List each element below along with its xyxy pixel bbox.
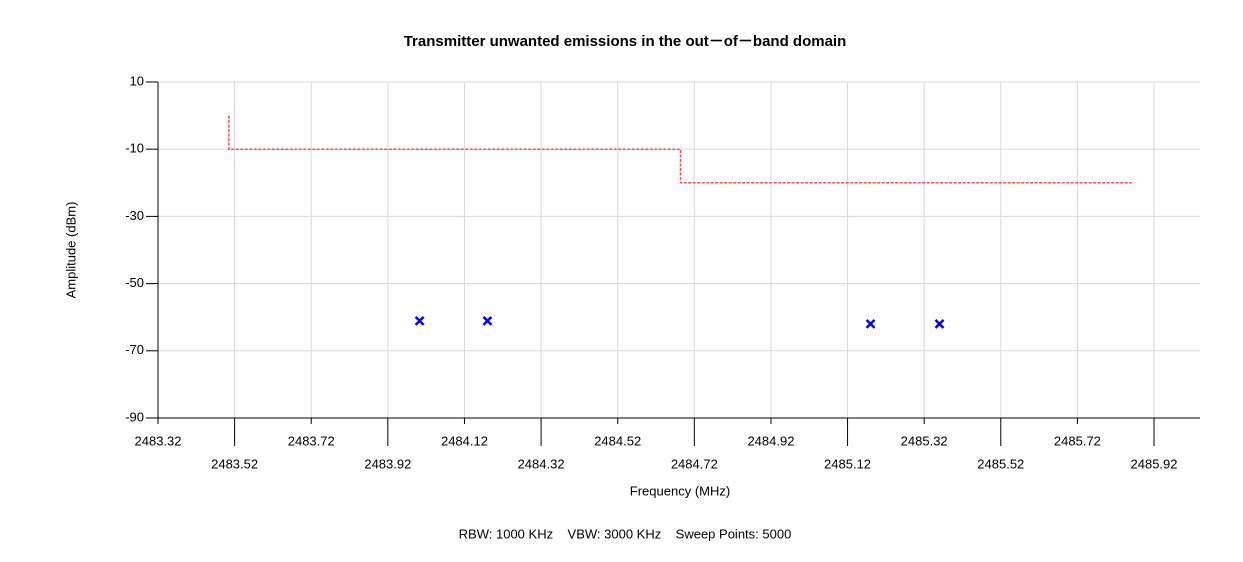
x-tick-label: 2485.92 [1131,456,1178,471]
x-tick-label: 2485.32 [901,433,948,448]
chart-title: Transmitter unwanted emissions in the ou… [404,33,847,50]
x-tick-label: 2483.72 [288,433,335,448]
x-tick-label: 2485.52 [977,456,1024,471]
x-tick-label: 2483.52 [211,456,258,471]
data-point [865,319,876,329]
data-point [934,319,945,329]
y-tick-label: -90 [125,409,144,424]
data-point [482,316,493,326]
y-tick-label: 10 [130,73,144,88]
y-tick-label: -10 [125,141,144,156]
y-tick-label: -70 [125,342,144,357]
y-axis-label: Amplitude (dBm) [63,202,78,299]
x-tick-label: 2484.92 [747,433,794,448]
data-point [414,316,425,326]
x-tick-label: 2483.92 [364,456,411,471]
x-axis-label: Frequency (MHz) [630,483,730,498]
x-tick-label: 2484.12 [441,433,488,448]
x-tick-label: 2485.12 [824,456,871,471]
x-tick-label: 2484.72 [671,456,718,471]
x-tick-label: 2484.32 [518,456,565,471]
x-tick-label: 2483.32 [135,433,182,448]
y-tick-label: -30 [125,208,144,223]
footer-note: RBW: 1000 KHz VBW: 3000 KHz Sweep Points… [459,526,792,541]
x-tick-label: 2485.72 [1054,433,1101,448]
y-tick-label: -50 [125,275,144,290]
x-tick-label: 2484.52 [594,433,641,448]
